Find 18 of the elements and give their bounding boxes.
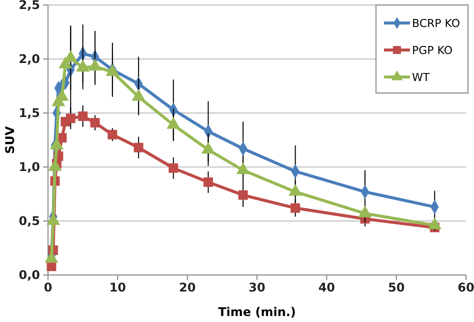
legend-label: BCRP KO <box>412 17 460 30</box>
x-tick-label: 10 <box>109 280 126 295</box>
y-tick-label: 0,5 <box>18 214 40 228</box>
legend-label: PGP KO <box>412 44 453 57</box>
x-tick-label: 40 <box>318 280 336 295</box>
x-tick-label: 60 <box>458 280 474 295</box>
x-axis-title: Time (min.) <box>218 305 296 319</box>
x-tick-label: 0 <box>44 280 52 295</box>
y-tick-label: 0,0 <box>18 268 40 282</box>
y-tick-label: 1,0 <box>18 160 40 174</box>
legend-label: WT <box>412 71 430 84</box>
y-axis-title: SUV <box>3 125 17 154</box>
x-tick-label: 50 <box>388 280 405 295</box>
y-tick-label: 2,5 <box>18 0 40 12</box>
y-tick-label: 2,0 <box>18 52 40 66</box>
y-tick-label: 1,5 <box>18 106 40 120</box>
x-tick-label: 30 <box>248 280 266 295</box>
x-tick-label: 20 <box>178 280 196 295</box>
